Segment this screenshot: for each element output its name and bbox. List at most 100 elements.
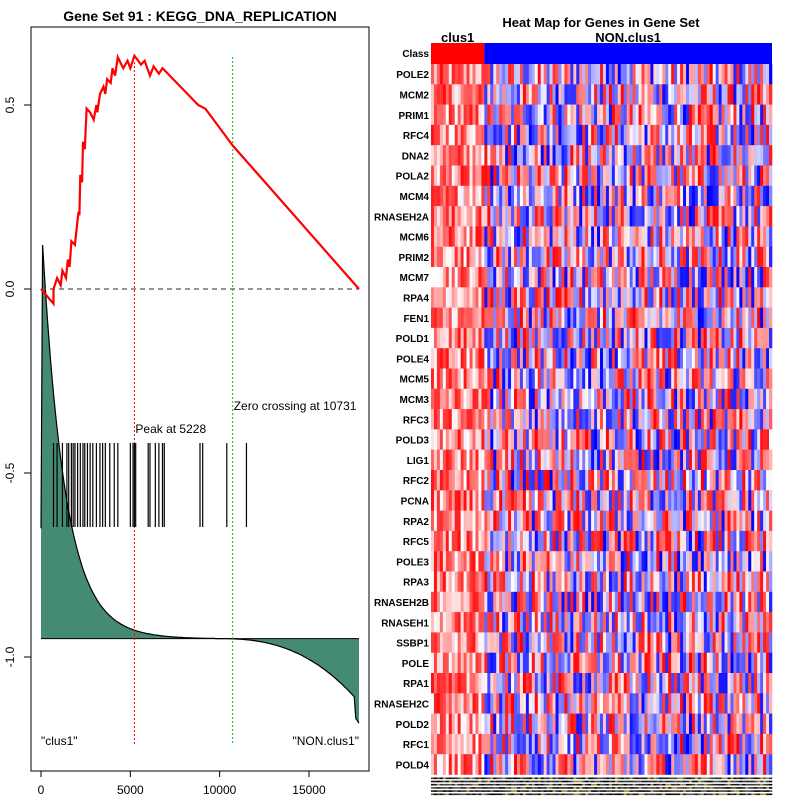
heatmap-cell	[602, 490, 607, 511]
heatmap-cell	[546, 652, 550, 674]
heatmap-cell	[454, 348, 458, 369]
heatmap-cell	[739, 652, 743, 674]
heatmap-cell	[564, 307, 568, 329]
heatmap-cell	[493, 449, 497, 471]
footer-strip-mark	[605, 787, 610, 789]
heatmap-cell	[484, 246, 488, 268]
heatmap-cell	[496, 246, 500, 268]
heatmap-cell	[487, 206, 491, 227]
heatmap-cell	[641, 64, 645, 85]
heatmap-cell	[594, 470, 598, 491]
footer-strip-mark	[451, 787, 456, 789]
heatmap-cell	[712, 246, 716, 268]
heatmap-cell	[549, 368, 553, 390]
heatmap-cell	[644, 693, 648, 714]
heatmap-cell	[582, 612, 586, 633]
heatmap-cell	[614, 733, 619, 755]
heatmap-cell	[757, 571, 761, 593]
heatmap-cell	[516, 165, 521, 187]
heatmap-cell	[712, 267, 716, 288]
heatmap-cell	[736, 449, 740, 471]
heatmap-cell	[626, 287, 630, 308]
heatmap-cell	[760, 368, 764, 390]
heatmap-cell	[623, 327, 628, 349]
heatmap-cell	[662, 226, 666, 247]
heatmap-cell	[573, 145, 577, 166]
heatmap-cell	[763, 449, 767, 471]
heatmap-cell	[611, 449, 616, 471]
heatmap-cell	[531, 733, 536, 755]
heatmap-cell	[436, 693, 441, 714]
heatmap-cell	[558, 185, 562, 207]
heatmap-cell	[564, 449, 568, 471]
heatmap-cell	[638, 84, 642, 105]
heatmap-cell	[686, 551, 690, 572]
footer-strip-mark	[611, 777, 616, 780]
heatmap-cell	[647, 713, 651, 735]
heatmap-cell	[659, 530, 663, 552]
footer-strip-mark	[549, 783, 553, 786]
heatmap-cell	[662, 693, 666, 714]
heatmap-cell	[665, 673, 669, 694]
heatmap-cell	[697, 348, 702, 369]
heatmap-cell	[700, 673, 705, 694]
heatmap-cell	[487, 348, 491, 369]
heatmap-cell	[638, 571, 642, 593]
heatmap-cell	[543, 754, 547, 775]
heatmap-cell	[490, 368, 494, 390]
heatmap-cell	[688, 104, 693, 126]
footer-strip-mark	[638, 777, 642, 780]
heatmap-cell	[644, 165, 648, 187]
heatmap-cell	[733, 551, 737, 572]
heatmap-cell	[588, 64, 592, 85]
heatmap-cell	[487, 165, 491, 187]
heatmap-cell	[626, 388, 630, 410]
heatmap-cell	[445, 246, 450, 268]
heatmap-cell	[576, 287, 580, 308]
heatmap-cell	[475, 754, 479, 775]
footer-strip-mark	[549, 780, 553, 783]
heatmap-cell	[680, 267, 684, 288]
heatmap-cell	[608, 246, 613, 268]
footer-strip-mark	[460, 790, 464, 792]
heatmap-cell	[712, 185, 716, 207]
footer-strip-mark	[514, 777, 518, 780]
heatmap-cell	[712, 348, 716, 369]
heatmap-cell	[463, 733, 467, 755]
heatmap-cell	[760, 673, 764, 694]
heatmap-cell	[460, 754, 464, 775]
heatmap-cell	[466, 632, 470, 653]
heatmap-cell	[576, 733, 580, 755]
heatmap-cell	[499, 693, 503, 714]
heatmap-cell	[739, 287, 743, 308]
heatmap-cell	[519, 754, 524, 775]
heatmap-cell	[431, 632, 435, 653]
heatmap-cell	[496, 530, 500, 552]
heatmap-cell	[546, 267, 550, 288]
heatmap-cell	[528, 388, 533, 410]
heatmap-cell	[555, 246, 559, 268]
heatmap-cell	[472, 124, 476, 146]
heatmap-cell	[766, 246, 770, 268]
heatmap-cell	[484, 652, 488, 674]
left-class-label: "clus1"	[41, 734, 78, 748]
heatmap-cell	[579, 490, 583, 511]
heatmap-cell	[754, 84, 758, 105]
heatmap-cell	[751, 551, 755, 572]
footer-strip-mark	[608, 793, 613, 796]
heatmap-cell	[537, 124, 542, 146]
heatmap-cell	[555, 652, 559, 674]
heatmap-cell	[617, 612, 622, 633]
heatmap-cell	[570, 673, 574, 694]
heatmap-cell	[514, 409, 518, 430]
heatmap-cell	[534, 327, 539, 349]
heatmap-cell	[576, 530, 580, 552]
heatmap-cell	[555, 388, 559, 410]
heatmap-cell	[549, 185, 553, 207]
footer-strip-mark	[454, 787, 458, 789]
heatmap-cell	[641, 733, 645, 755]
heatmap-cell	[469, 693, 473, 714]
heatmap-cell	[442, 388, 447, 410]
heatmap-cell	[439, 165, 444, 187]
heatmap-cell	[691, 64, 696, 85]
